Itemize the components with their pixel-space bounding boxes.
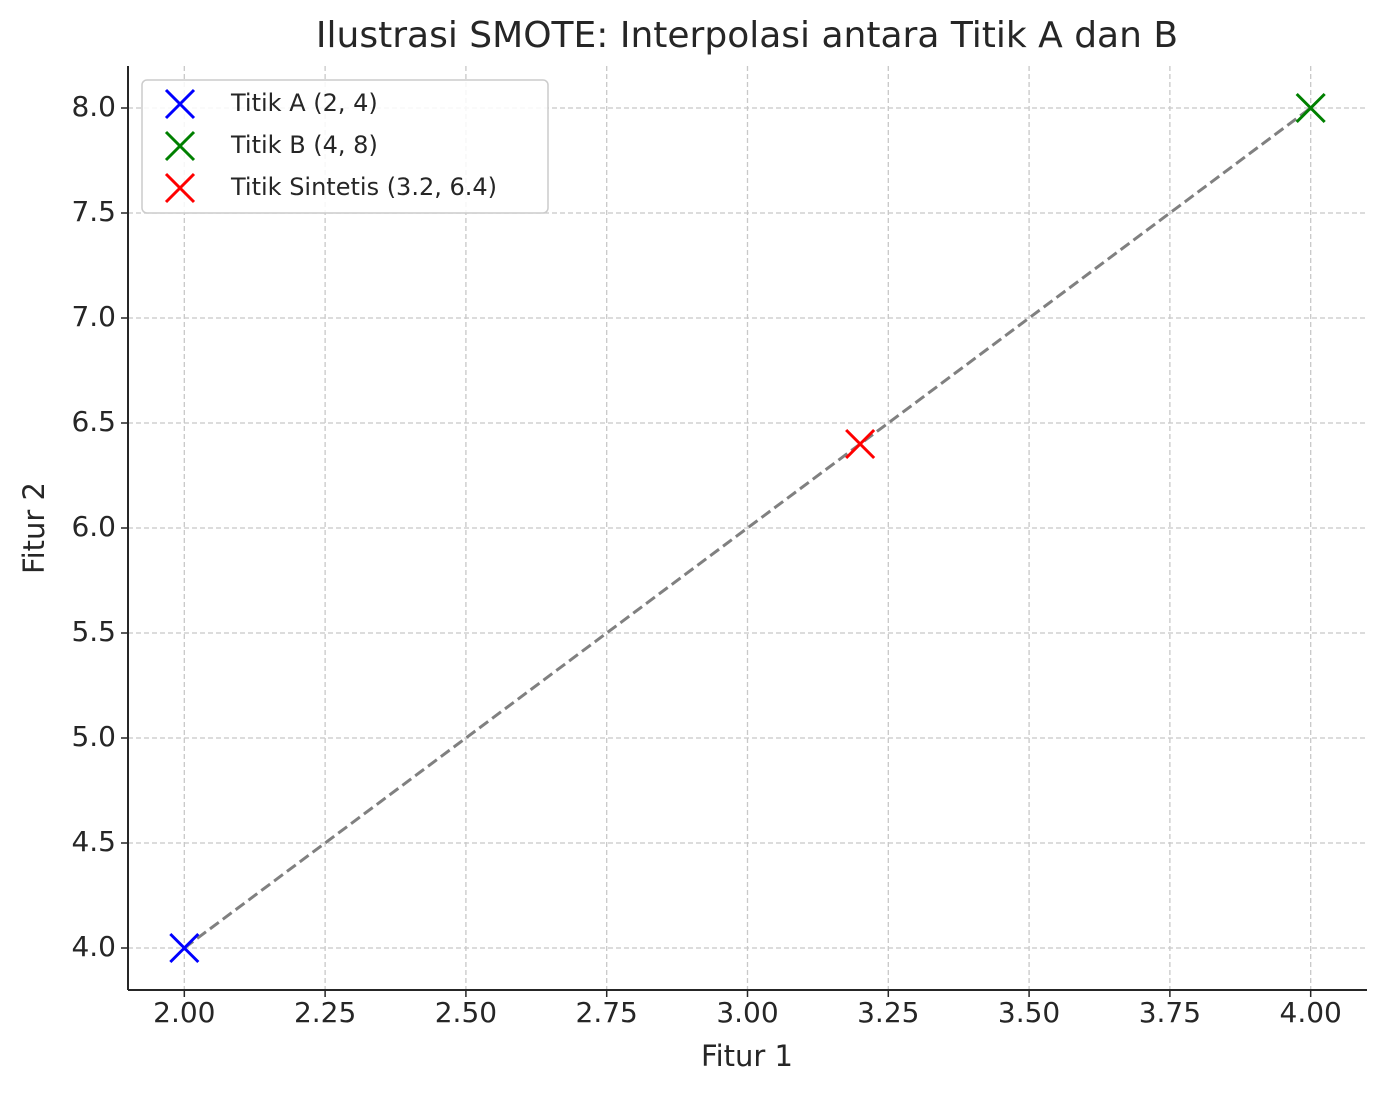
- y-tick-label: 6.0: [71, 510, 116, 543]
- x-tick-label: 3.25: [857, 996, 919, 1029]
- y-tick-label: 5.0: [71, 720, 116, 753]
- x-tick-label: 3.75: [1139, 996, 1201, 1029]
- connector-line: [183, 106, 1312, 950]
- point-marker: [1295, 92, 1326, 124]
- x-tick-label: 3.50: [998, 996, 1060, 1029]
- y-tick-label: 6.5: [71, 405, 116, 438]
- chart-title: Ilustrasi SMOTE: Interpolasi antara Titi…: [316, 15, 1178, 56]
- x-tick-label: 2.75: [576, 996, 638, 1029]
- legend-box: [141, 79, 549, 214]
- y-tick-label: 8.0: [71, 90, 116, 123]
- y-tick-label: 5.5: [71, 615, 116, 648]
- y-tick-label: 4.0: [71, 930, 116, 963]
- legend-label: Titik Sintetis (3.2, 6.4): [230, 173, 497, 201]
- x-tick-label: 3.00: [716, 996, 778, 1029]
- x-tick-label: 2.50: [435, 996, 497, 1029]
- y-tick-label: 7.5: [71, 195, 116, 228]
- x-tick-label: 2.00: [153, 996, 215, 1029]
- x-tick-label: 4.00: [1280, 996, 1342, 1029]
- legend-label: Titik A (2, 4): [230, 89, 378, 117]
- legend-label: Titik B (4, 8): [230, 131, 378, 159]
- legend-marker: [164, 130, 196, 162]
- x-axis-label: Fitur 1: [701, 1039, 793, 1073]
- point-marker: [169, 932, 200, 964]
- y-tick-label: 7.0: [71, 300, 116, 333]
- legend-marker: [164, 172, 196, 204]
- point-marker: [845, 428, 876, 460]
- y-tick-label: 4.5: [71, 825, 116, 858]
- legend-marker: [164, 88, 196, 120]
- y-axis-label: Fitur 2: [17, 482, 51, 574]
- x-tick-label: 2.25: [294, 996, 356, 1029]
